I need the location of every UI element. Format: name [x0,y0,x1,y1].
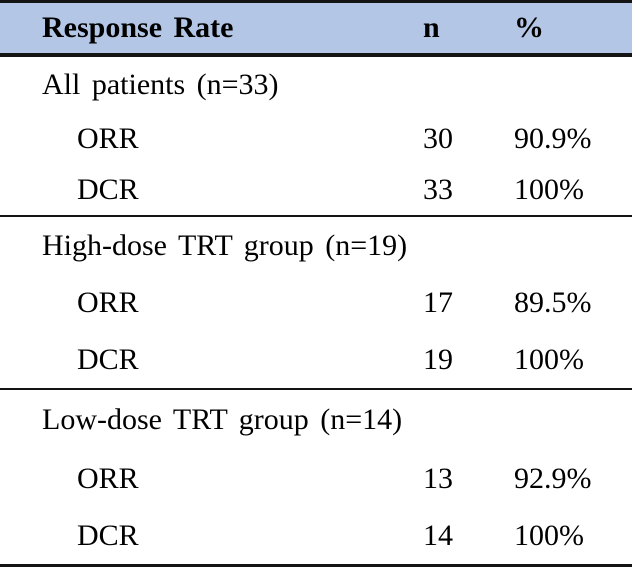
row-percent-value: 89.5% [514,285,592,319]
row-label: ORR [77,121,139,155]
section-label: High-dose TRT group (n=19) [42,228,408,262]
table-header-row: Response Rate n % [0,0,632,57]
row-n-value: 17 [423,285,453,319]
section-all-patients: All patients (n=33) ORR 30 90.9% DCR 33 … [0,57,632,217]
section-label-row: Low-dose TRT group (n=14) [0,390,632,450]
row-n-value: 13 [423,461,453,495]
row-percent-value: 92.9% [514,461,592,495]
row-percent-value: 100% [514,518,584,552]
section-label-row: High-dose TRT group (n=19) [0,217,632,274]
row-n-value: 14 [423,518,453,552]
section-label: Low-dose TRT group (n=14) [42,403,403,436]
table-row: ORR 13 92.9% [0,450,632,507]
row-label: DCR [77,518,139,552]
row-label: DCR [77,342,139,376]
row-n-value: 30 [423,121,453,155]
col-header-n: n [423,11,440,44]
table-row: DCR 14 100% [0,507,632,564]
row-label: DCR [77,172,139,206]
col-header-percent: % [514,11,544,44]
table-row: DCR 19 100% [0,331,632,388]
row-percent-value: 100% [514,342,584,376]
row-label: ORR [77,461,139,495]
section-label-row: All patients (n=33) [0,57,632,113]
row-percent-value: 100% [514,172,584,206]
table-row: ORR 17 89.5% [0,274,632,331]
section-low-dose: Low-dose TRT group (n=14) ORR 13 92.9% D… [0,390,632,567]
section-high-dose: High-dose TRT group (n=19) ORR 17 89.5% … [0,217,632,390]
table-row: DCR 33 100% [0,164,632,215]
row-n-value: 19 [423,342,453,376]
row-label: ORR [77,285,139,319]
section-label: All patients (n=33) [42,68,279,101]
col-header-response-rate: Response Rate [42,11,234,44]
table-row: ORR 30 90.9% [0,113,632,164]
row-n-value: 33 [423,172,453,206]
row-percent-value: 90.9% [514,121,592,155]
